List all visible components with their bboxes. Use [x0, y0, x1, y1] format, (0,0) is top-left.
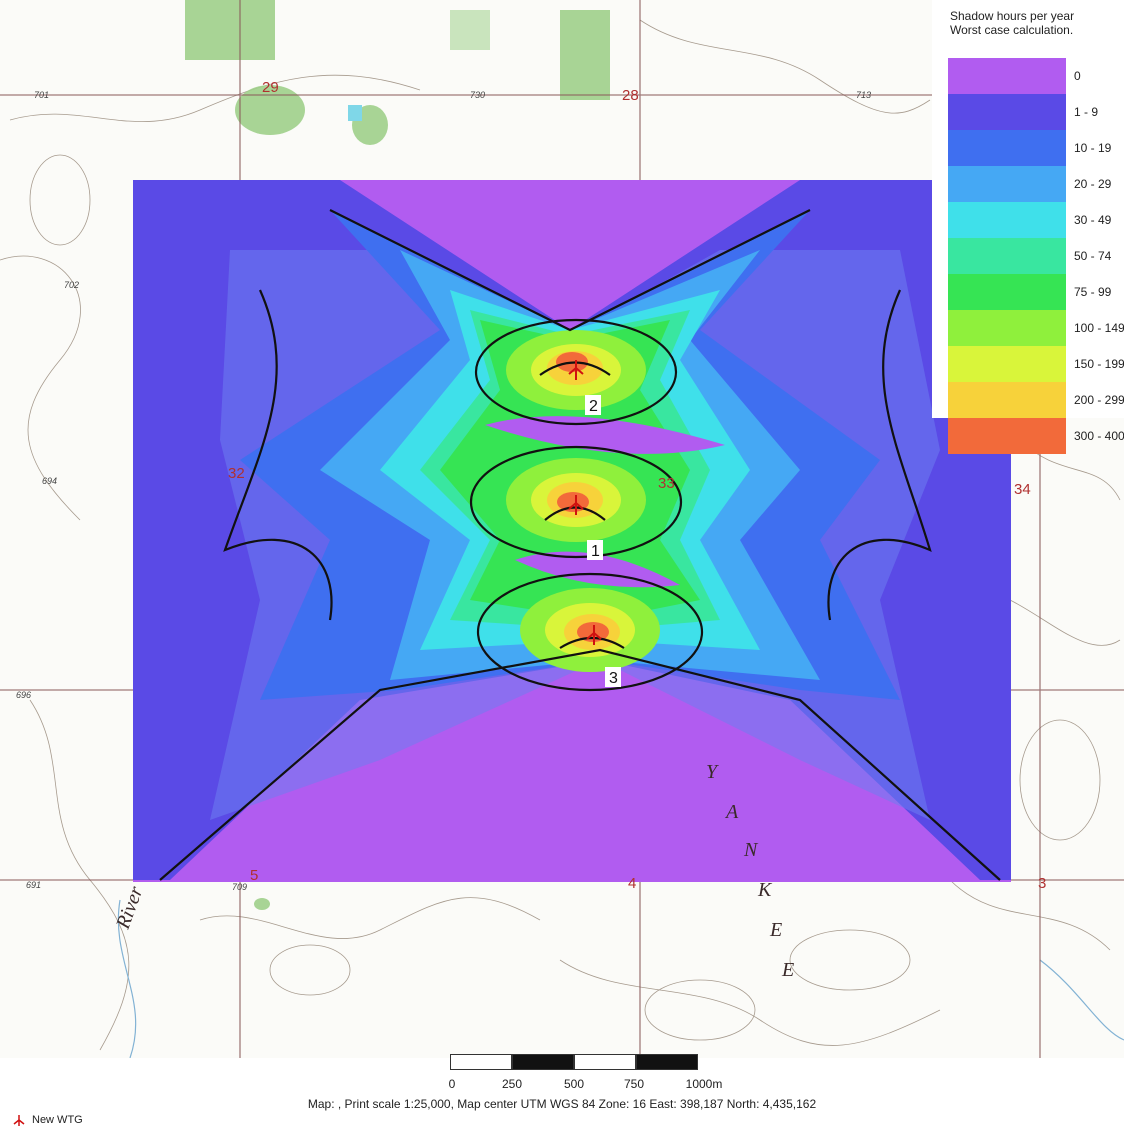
- section-label: 3: [1038, 875, 1046, 892]
- legend-label: 1 - 9: [1074, 105, 1099, 119]
- legend-row: 200 - 299: [948, 382, 1124, 418]
- turbine-label: 1: [591, 543, 600, 560]
- legend-label: 200 - 299: [1074, 393, 1124, 407]
- legend-row: 300 - 400: [948, 418, 1124, 454]
- contour-label: 701: [34, 90, 49, 100]
- legend-swatch: [948, 58, 1066, 94]
- legend-label: 150 - 199: [1074, 357, 1124, 371]
- legend-row: 150 - 199: [948, 346, 1124, 382]
- legend-label: 50 - 74: [1074, 249, 1112, 263]
- section-label: 28: [622, 87, 639, 104]
- contour-label: 713: [856, 90, 871, 100]
- contour-label: 702: [64, 280, 79, 290]
- shadow-raster: [133, 180, 1011, 882]
- contour-label: 694: [42, 476, 57, 486]
- contour-label: 709: [232, 882, 247, 892]
- section-label: 29: [262, 79, 279, 96]
- section-label: 32: [228, 465, 245, 482]
- legend-row: 1 - 9: [948, 94, 1124, 130]
- legend-row: 10 - 19: [948, 130, 1124, 166]
- turbine-1[interactable]: 1: [568, 495, 603, 560]
- wtg-icon: [13, 1115, 25, 1126]
- legend-label: 10 - 19: [1074, 141, 1112, 155]
- legend-row: 100 - 149: [948, 310, 1124, 346]
- legend-label: 100 - 149: [1074, 321, 1124, 335]
- legend-title: Shadow hours per year: [950, 9, 1075, 23]
- legend-label: 30 - 49: [1074, 213, 1112, 227]
- scale-tick-label: 250: [501, 1077, 523, 1091]
- legend-label: 75 - 99: [1074, 285, 1112, 299]
- road-letter: Y: [706, 761, 719, 783]
- section-label: 5: [250, 867, 258, 884]
- scale-tick-label: 1000m: [685, 1077, 723, 1091]
- legend-row: 20 - 29: [948, 166, 1124, 202]
- map-canvas: 29 28 32 33 34 5 4 3 701 730 702 694 696…: [0, 0, 1124, 1058]
- contour-labels: 701 730 702 694 696 691 709 713: [16, 90, 871, 892]
- legend-swatch: [948, 94, 1066, 130]
- scale-tick-label: 500: [563, 1077, 585, 1091]
- section-label: 4: [628, 875, 636, 892]
- turbine-label: 3: [609, 670, 618, 687]
- contour-label: 696: [16, 690, 31, 700]
- map-caption: Map: , Print scale 1:25,000, Map center …: [307, 1097, 817, 1111]
- pond: [348, 105, 362, 121]
- legend: Shadow hours per year Worst case calcula…: [932, 0, 1124, 454]
- footer-legend: New WTG: [12, 1114, 83, 1126]
- legend-swatch: [948, 310, 1066, 346]
- yankee-road-label: Y A N K E E: [706, 761, 794, 981]
- legend-row: 0: [948, 58, 1124, 94]
- road-letter: E: [781, 959, 794, 981]
- turbine-3[interactable]: 3: [586, 625, 621, 687]
- road-letter: A: [724, 801, 739, 823]
- legend-swatch: [948, 382, 1066, 418]
- footer-legend-label: New WTG: [32, 1114, 83, 1126]
- legend-swatch: [948, 166, 1066, 202]
- shadow-flicker-map[interactable]: 29 28 32 33 34 5 4 3 701 730 702 694 696…: [0, 0, 1124, 1058]
- road-letter: K: [757, 879, 773, 901]
- legend-swatch: [948, 238, 1066, 274]
- legend-swatch: [948, 274, 1066, 310]
- legend-subtitle: Worst case calculation.: [950, 23, 1074, 37]
- scale-bar: [450, 1054, 698, 1072]
- legend-label: 0: [1074, 69, 1081, 83]
- legend-label: 300 - 400: [1074, 429, 1124, 443]
- scale-tick-label: 0: [448, 1077, 456, 1091]
- legend-label: 20 - 29: [1074, 177, 1112, 191]
- contour-label: 730: [470, 90, 485, 100]
- turbine-label: 2: [589, 398, 598, 415]
- section-label: 34: [1014, 481, 1031, 498]
- legend-swatch: [948, 130, 1066, 166]
- topo-base: [0, 19, 1124, 1058]
- turbines: 2 1 3: [568, 360, 621, 687]
- section-label: 33: [658, 475, 675, 492]
- legend-swatch: [948, 418, 1066, 454]
- river-label: River: [112, 883, 148, 932]
- road-letter: N: [743, 839, 759, 861]
- legend-swatch: [948, 346, 1066, 382]
- legend-row: 50 - 74: [948, 238, 1124, 274]
- legend-swatch: [948, 202, 1066, 238]
- road-letter: E: [769, 919, 782, 941]
- legend-row: 75 - 99: [948, 274, 1124, 310]
- legend-row: 30 - 49: [948, 202, 1124, 238]
- scale-tick-label: 750: [623, 1077, 645, 1091]
- section-labels: 29 28 32 33 34 5 4 3: [228, 79, 1046, 892]
- contour-label: 691: [26, 880, 41, 890]
- turbine-2[interactable]: 2: [568, 360, 601, 415]
